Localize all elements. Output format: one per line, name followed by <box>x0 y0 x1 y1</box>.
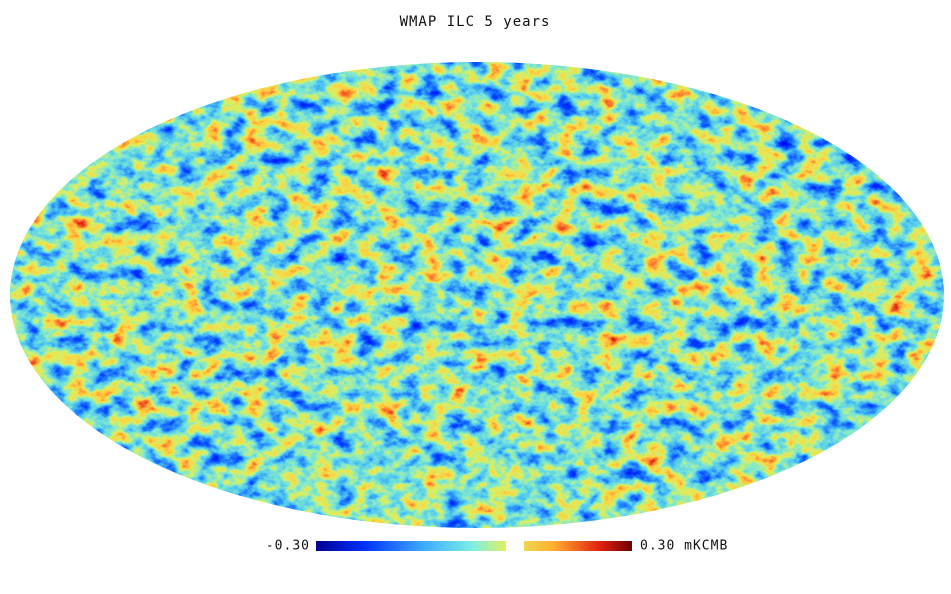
map-title: WMAP ILC 5 years <box>400 14 551 30</box>
colorbar <box>316 541 632 551</box>
sky-map <box>10 62 944 528</box>
temperature-field <box>10 62 944 528</box>
colorbar-max-label: 0.30 mKCMB <box>640 539 728 554</box>
colorbar-gap <box>506 540 524 552</box>
colorbar-min-label: -0.30 <box>266 539 310 554</box>
